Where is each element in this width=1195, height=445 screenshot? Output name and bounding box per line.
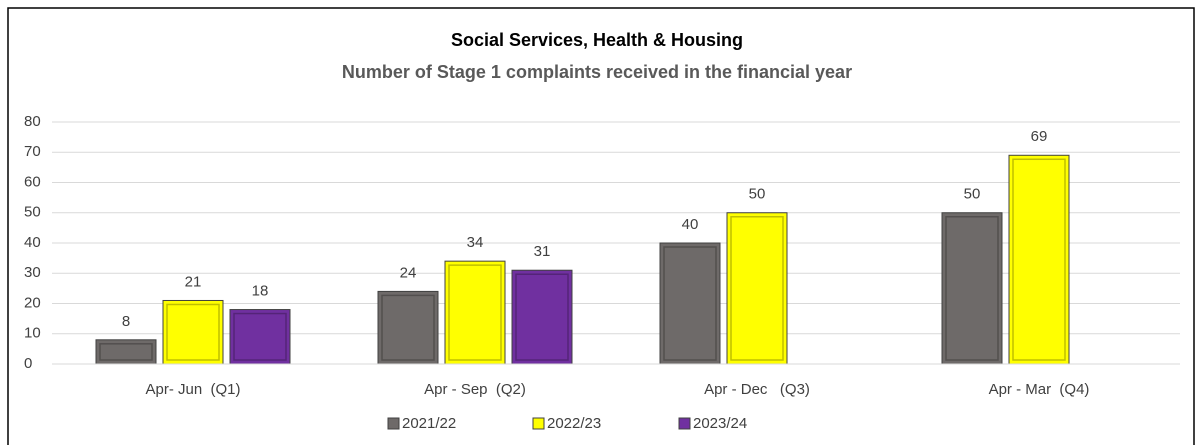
value-label: 40 xyxy=(682,216,699,233)
x-tick-label: Apr - Mar (Q4) xyxy=(989,381,1090,398)
bar-bevel xyxy=(233,312,287,361)
bar-bevel xyxy=(663,246,717,361)
bar xyxy=(95,339,157,365)
bar-bevel xyxy=(730,216,784,361)
value-label: 8 xyxy=(122,313,130,330)
bar xyxy=(659,242,721,365)
legend-swatch xyxy=(387,417,400,430)
y-tick-label: 70 xyxy=(24,143,41,160)
bar xyxy=(726,212,788,365)
bar-bevel xyxy=(515,273,569,361)
bar-bevel xyxy=(99,343,153,361)
value-label: 18 xyxy=(252,283,269,300)
y-tick-label: 0 xyxy=(24,355,32,372)
value-label: 31 xyxy=(534,243,551,260)
legend-swatch xyxy=(532,417,545,430)
value-label: 69 xyxy=(1031,128,1048,145)
y-tick-label: 50 xyxy=(24,204,41,221)
value-label: 21 xyxy=(185,273,202,290)
y-tick-label: 30 xyxy=(24,264,41,281)
bar xyxy=(377,290,439,365)
value-label: 24 xyxy=(400,264,417,281)
bar-bevel xyxy=(448,264,502,361)
chart-title: Social Services, Health & Housing xyxy=(451,30,743,50)
bar xyxy=(229,309,291,365)
bar-bevel xyxy=(1012,158,1066,361)
legend-label: 2022/23 xyxy=(547,415,601,432)
chart-subtitle: Number of Stage 1 complaints received in… xyxy=(342,62,852,82)
y-tick-label: 20 xyxy=(24,294,41,311)
legend-label: 2021/22 xyxy=(402,415,456,432)
bar xyxy=(162,299,224,365)
value-label: 50 xyxy=(964,186,981,203)
x-tick-label: Apr - Dec (Q3) xyxy=(704,381,810,398)
bar xyxy=(941,212,1003,365)
y-tick-label: 10 xyxy=(24,325,41,342)
value-label: 50 xyxy=(749,186,766,203)
legend-label: 2023/24 xyxy=(693,415,747,432)
bar xyxy=(444,260,506,365)
x-tick-label: Apr - Sep (Q2) xyxy=(424,381,526,398)
legend-swatch xyxy=(678,417,691,430)
bar xyxy=(1008,154,1070,365)
bar-bevel xyxy=(381,294,435,361)
y-tick-label: 60 xyxy=(24,173,41,190)
bar xyxy=(511,269,573,365)
y-tick-label: 40 xyxy=(24,234,41,251)
x-tick-label: Apr- Jun (Q1) xyxy=(145,381,240,398)
value-label: 34 xyxy=(467,234,484,251)
bar-bevel xyxy=(166,303,220,361)
y-tick-label: 80 xyxy=(24,113,41,130)
bar-bevel xyxy=(945,216,999,361)
